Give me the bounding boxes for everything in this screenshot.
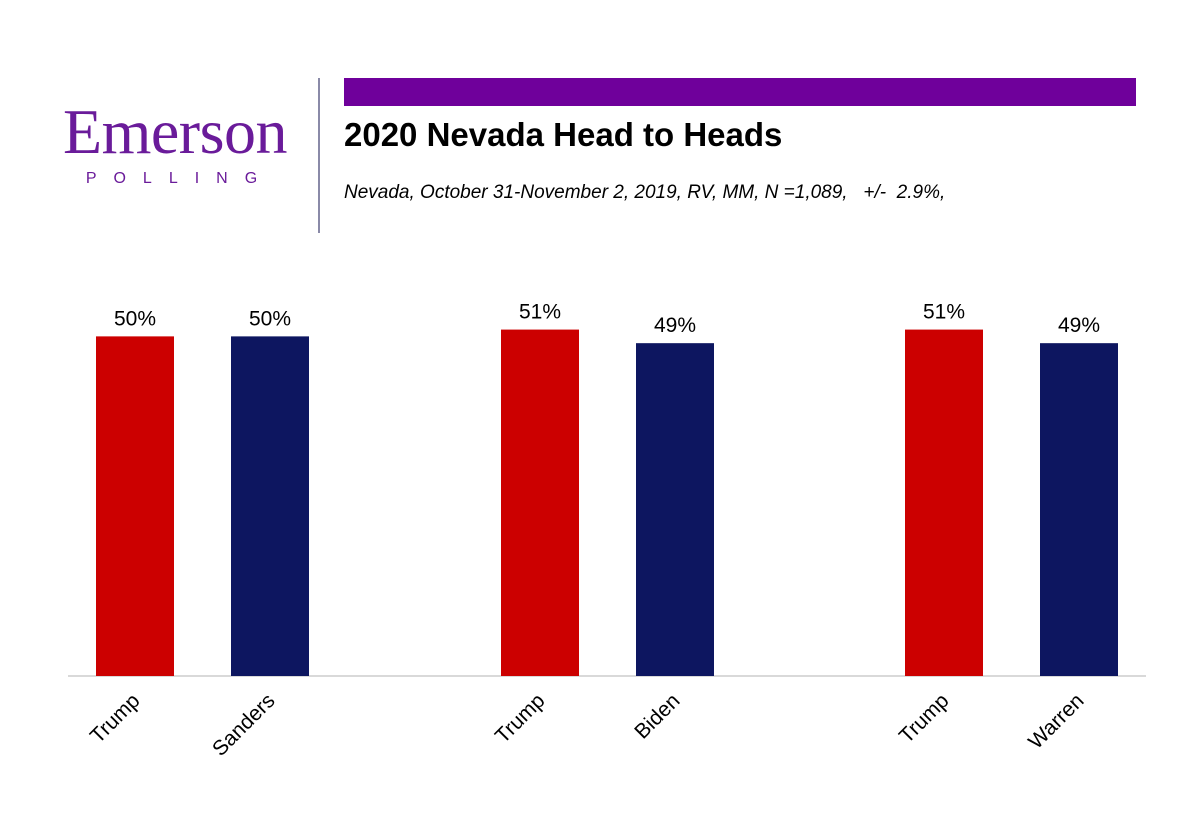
chart-subtitle: Nevada, October 31-November 2, 2019, RV,… [344,182,946,203]
data-label-5: 49% [1058,314,1100,337]
x-tick-label-5: Warren [1024,689,1088,753]
bar-warren-5 [1040,343,1118,676]
bar-trump-0 [96,336,174,676]
x-tick-label-1: Sanders [208,689,280,761]
x-tick-label-4: Trump [895,689,954,748]
data-label-1: 50% [249,307,291,330]
bar-biden-3 [636,343,714,676]
x-tick-label-2: Trump [491,689,550,748]
x-tick-label-0: Trump [86,689,145,748]
bar-trump-2 [501,329,579,676]
chart-title: 2020 Nevada Head to Heads [344,116,783,153]
bar-sanders-1 [231,336,309,676]
bar-trump-4 [905,329,983,676]
data-label-4: 51% [923,301,965,324]
logo-name: Emerson [63,96,288,167]
header-divider [318,78,320,233]
emerson-polling-logo: Emerson POLLING [40,100,310,188]
data-label-3: 49% [654,314,696,337]
logo-subtitle: POLLING [85,170,275,187]
data-label-2: 51% [519,301,561,324]
accent-bar [344,78,1136,106]
x-tick-label-3: Biden [630,689,684,743]
data-label-0: 50% [114,307,156,330]
